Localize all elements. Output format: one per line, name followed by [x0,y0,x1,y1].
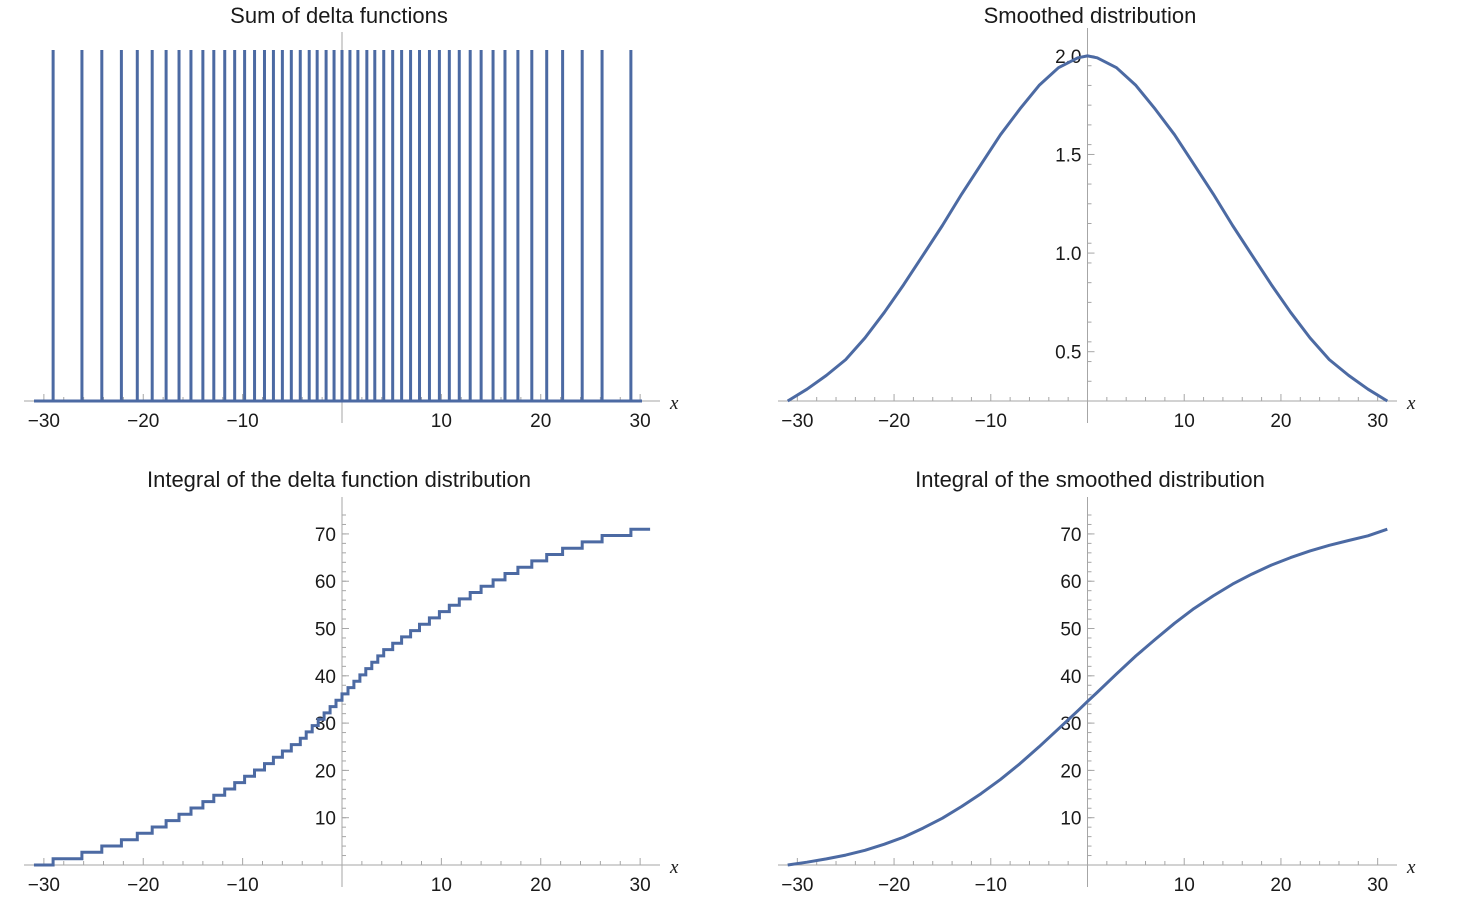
chart-title: Sum of delta functions [230,3,448,28]
x-tick-label: −30 [781,875,813,896]
chart-integral-delta-distribution: Integral of the delta function distribut… [0,453,730,903]
x-tick-label: 10 [431,875,452,896]
x-tick-label: 30 [1367,875,1388,896]
x-tick-label: −10 [227,875,259,896]
x-tick-label: 10 [1174,411,1195,432]
x-tick-label: −30 [781,411,813,432]
chart-title: Integral of the smoothed distribution [915,467,1265,492]
x-tick-label: 30 [630,411,651,432]
y-tick-label: 70 [1060,525,1081,546]
chart-integral-smoothed-distribution: Integral of the smoothed distribution −3… [730,453,1461,903]
x-tick-label: −10 [975,411,1007,432]
x-tick-label: −30 [28,411,60,432]
x-tick-label: 20 [1270,411,1291,432]
series-line [786,54,1389,403]
x-tick-label: −20 [878,411,910,432]
chart-title: Integral of the delta function distribut… [146,467,532,492]
chart-smoothed-distribution: Smoothed distribution −30 −20 −10 10 20 30 x 0.… [730,0,1461,450]
y-tick-label: 50 [315,620,336,641]
y-tick-label: 10 [315,809,336,830]
y-tick-label: 0.5 [1055,343,1081,364]
plot-area: −30 −20 −10 10 20 30 x 10 20 30 40 50 60 70 [778,497,1416,896]
y-tick-label: 60 [315,572,336,593]
y-tick-label: 1.5 [1055,145,1081,166]
x-tick-label: 10 [1174,875,1195,896]
x-axis-label: x [1406,857,1416,878]
chart-sum-of-delta-functions: Sum of delta functions −30 −20 −10 10 20 30 x [0,0,730,450]
x-tick-label: 30 [630,875,651,896]
y-tick-label: 60 [1060,572,1081,593]
x-axis-label: x [669,857,679,878]
x-tick-label: −10 [975,875,1007,896]
y-tick-label: 70 [315,525,336,546]
y-tick-label: 40 [1060,667,1081,688]
y-tick-label: 2.0 [1055,47,1081,68]
x-tick-label: 20 [530,875,551,896]
x-tick-label: 30 [1367,411,1388,432]
y-tick-label: 20 [1060,761,1081,782]
plot-area: −30 −20 −10 10 20 30 x 0.5 1.0 1.5 2.0 [778,28,1416,432]
y-tick-label: 20 [315,761,336,782]
x-tick-label: −20 [127,875,159,896]
x-tick-label: 10 [431,411,452,432]
chart-title: Smoothed distribution [983,3,1197,28]
plot-area: −30 −20 −10 10 20 30 x [24,32,679,432]
x-tick-label: 20 [1270,875,1291,896]
y-tick-label: 30 [1060,714,1081,735]
y-tick-label: 50 [1060,620,1081,641]
series-steps [33,527,651,867]
x-tick-label: −30 [28,875,60,896]
x-tick-label: −10 [227,411,259,432]
x-axis-label: x [669,393,679,414]
x-tick-label: −20 [878,875,910,896]
series-line [787,527,1388,867]
y-tick-label: 10 [1060,809,1081,830]
x-axis-label: x [1406,393,1416,414]
x-tick-label: −20 [127,411,159,432]
y-tick-label: 1.0 [1055,244,1081,265]
x-tick-label: 20 [530,411,551,432]
y-tick-label: 40 [315,667,336,688]
